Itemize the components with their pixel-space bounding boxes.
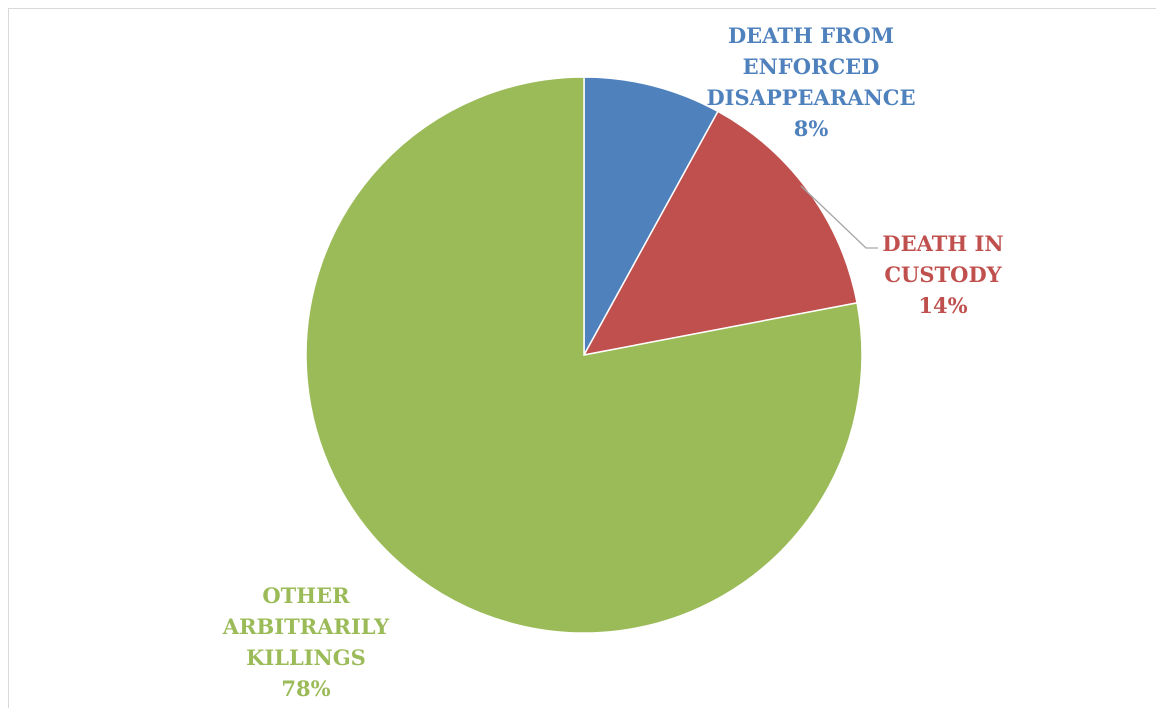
chart-frame [8,8,1156,708]
pie-slice-2 [582,110,858,357]
slice-name-label-1: DISAPPEARANCE [706,85,915,110]
slice-name-label-2: DEATH IN [882,231,1003,256]
slice-value-label-2: 14% [918,293,967,318]
slice-name-label-1: DEATH FROM [728,23,894,48]
slice-name-label-2: CUSTODY [884,262,1002,287]
slice-value-label-1: 8% [794,116,829,141]
slice-name-label-3: ARBITRARILY [222,614,390,639]
slice-value-label-3: 78% [281,676,330,701]
slice-name-label-3: KILLINGS [246,645,366,670]
leader-line [800,185,878,249]
pie-slice-1 [583,76,719,356]
slice-name-label-1: ENFORCED [743,54,880,79]
slice-name-label-3: OTHER [262,583,350,608]
pie-slice-3 [305,76,863,634]
